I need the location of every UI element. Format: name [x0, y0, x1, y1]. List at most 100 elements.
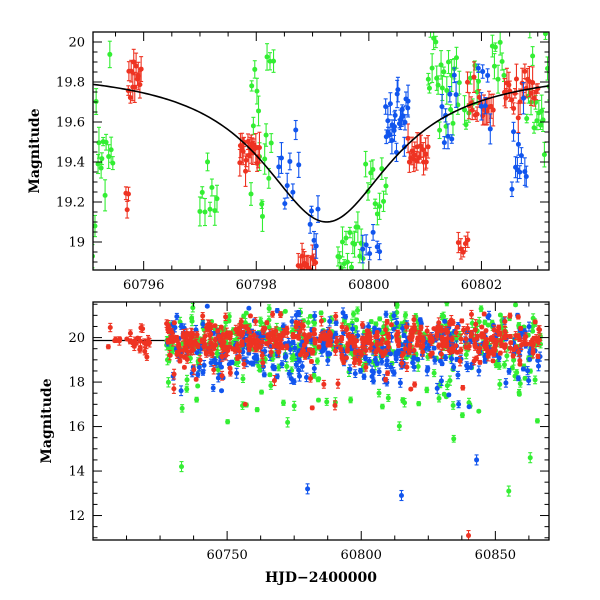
- bottom-data-point: [468, 309, 474, 319]
- bottom-data-point: [242, 401, 248, 407]
- bottom-data-point: [443, 354, 449, 361]
- bottom-data-point: [265, 332, 271, 338]
- bottom-data-point: [247, 335, 253, 342]
- bottom-y-tick-label: 12: [68, 509, 85, 524]
- bottom-data-point: [348, 396, 354, 404]
- bottom-data-point: [456, 400, 462, 409]
- bottom-data-point: [189, 316, 195, 327]
- top-data-point: [530, 66, 536, 99]
- bottom-data-point: [303, 372, 309, 383]
- bottom-data-point: [454, 349, 460, 355]
- top-data-point: [287, 152, 293, 171]
- top-data-point: [252, 60, 258, 79]
- top-data-point: [515, 132, 521, 156]
- bottom-data-point: [322, 345, 328, 351]
- top-data-point: [524, 113, 530, 124]
- bottom-data-point: [402, 397, 408, 408]
- bottom-data-point: [271, 375, 277, 387]
- bottom-data-point: [460, 384, 466, 391]
- bottom-data-point: [303, 336, 309, 342]
- bottom-data-point: [201, 337, 207, 343]
- top-data-point: [262, 143, 268, 175]
- top-panel-zoom: 60796 60798 60800 60802 19 19.2 19.4 19.6 19.8 20…: [27, 31, 550, 293]
- bottom-data-point: [388, 322, 394, 328]
- bottom-data-point: [354, 338, 360, 344]
- top-data-point: [282, 197, 288, 210]
- bottom-data-point: [525, 366, 531, 376]
- top-data-point: [530, 46, 536, 66]
- bottom-data-point: [193, 338, 199, 348]
- bottom-data-point: [210, 384, 216, 392]
- bottom-data-point: [515, 314, 521, 320]
- top-data-point: [131, 48, 137, 76]
- bottom-data-point: [497, 312, 503, 318]
- bottom-data-point: [491, 322, 497, 328]
- top-data-point: [250, 116, 256, 135]
- bottom-data-point: [267, 372, 273, 378]
- bottom-data-point: [344, 326, 350, 332]
- top-y-tick-label: 19: [68, 236, 85, 251]
- bottom-data-point: [191, 364, 197, 376]
- bottom-data-point: [506, 367, 512, 375]
- bottom-data-point: [379, 403, 385, 410]
- top-data-point: [263, 123, 269, 147]
- bottom-data-point: [282, 352, 288, 362]
- bottom-data-point: [424, 386, 430, 394]
- bottom-data-point: [352, 356, 358, 362]
- bottom-data-point: [454, 324, 460, 330]
- bottom-data-point: [398, 489, 404, 502]
- bottom-data-point: [177, 358, 183, 364]
- top-data-point: [517, 165, 523, 180]
- bottom-data-point: [204, 303, 210, 309]
- bottom-data-point: [201, 359, 207, 371]
- bottom-data-point: [215, 328, 221, 334]
- top-data-point: [428, 32, 433, 38]
- bottom-data-point: [488, 335, 494, 342]
- bottom-data-point: [476, 365, 482, 377]
- bottom-data-point: [507, 342, 513, 354]
- top-data-point: [363, 150, 369, 178]
- bottom-data-point: [179, 404, 185, 413]
- top-data-point: [511, 121, 517, 142]
- bottom-data-point: [369, 365, 375, 377]
- bottom-data-point: [227, 369, 233, 377]
- top-data-point: [293, 119, 299, 141]
- bottom-data-point: [226, 330, 232, 337]
- bottom-data-point: [412, 381, 418, 388]
- bottom-panel-full: 60750 60800 60850 12 14 16 18 20 Magnitude HJD−…: [39, 301, 550, 586]
- bottom-data-point: [483, 328, 489, 334]
- bottom-data-point: [245, 324, 251, 334]
- top-data-point: [474, 106, 480, 122]
- bottom-data-point: [257, 316, 263, 327]
- top-data-point: [545, 56, 549, 81]
- bottom-data-point: [271, 365, 277, 372]
- bottom-data-point: [305, 317, 311, 328]
- bottom-data-point: [420, 347, 426, 357]
- bottom-data-point: [284, 361, 290, 372]
- bottom-data-point: [243, 310, 249, 316]
- top-data-points: [93, 32, 549, 270]
- top-data-point: [446, 50, 452, 75]
- bottom-data-point: [501, 335, 507, 341]
- bottom-data-point: [263, 341, 269, 347]
- bottom-data-point: [393, 355, 399, 363]
- top-data-point: [490, 93, 496, 127]
- bottom-data-point: [184, 355, 190, 364]
- bottom-data-point: [479, 324, 485, 330]
- top-data-point: [379, 157, 385, 181]
- bottom-data-point: [124, 336, 130, 342]
- bottom-data-point: [526, 321, 532, 332]
- bottom-data-point: [441, 391, 447, 397]
- bottom-data-point: [307, 332, 313, 339]
- bottom-data-point: [518, 325, 524, 331]
- bottom-data-point: [193, 376, 199, 382]
- bottom-data-point: [226, 312, 232, 321]
- bottom-data-point: [416, 401, 422, 407]
- top-data-point: [205, 152, 211, 172]
- top-data-point: [507, 80, 513, 102]
- bottom-data-point: [255, 338, 261, 344]
- top-data-point: [96, 126, 102, 159]
- top-data-point: [423, 137, 429, 171]
- bottom-data-point: [492, 346, 498, 353]
